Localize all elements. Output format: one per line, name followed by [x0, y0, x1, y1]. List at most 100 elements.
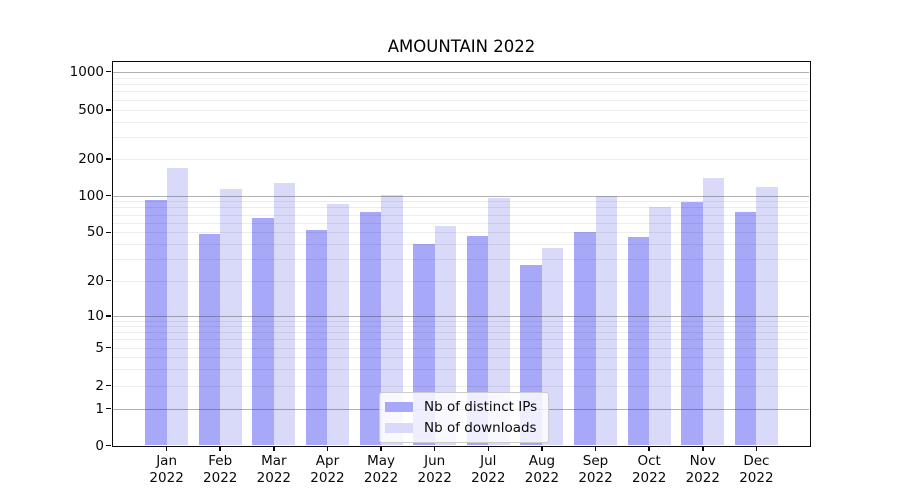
minor-gridline [113, 222, 809, 224]
x-tick-label: Jan 2022 [149, 453, 184, 486]
minor-gridline [113, 244, 809, 246]
y-tick-label: 0 [95, 437, 104, 454]
bar-downloads-jun [434, 226, 457, 446]
x-tick-label: Nov 2022 [685, 453, 720, 486]
x-tick-mark [433, 446, 436, 451]
y-tick-mark [106, 109, 111, 111]
y-tick-label: 1000 [69, 63, 104, 80]
minor-gridline [113, 368, 809, 370]
x-tick-mark [380, 446, 382, 451]
y-tick-label: 20 [86, 272, 104, 289]
bar-downloads-jan [166, 168, 189, 446]
legend-item-downloads: Nb of downloads [385, 419, 542, 437]
x-tick-mark [755, 446, 758, 451]
y-tick-label: 500 [78, 102, 104, 118]
major-gridline [113, 71, 809, 73]
x-tick-label: Jul 2022 [471, 453, 506, 486]
x-tick-label: Aug 2022 [524, 453, 560, 486]
legend: Nb of distinct IPs Nb of downloads [379, 392, 549, 443]
x-tick-label: Oct 2022 [631, 453, 667, 486]
bar-downloads-may [381, 194, 403, 446]
minor-gridline [113, 84, 809, 86]
minor-gridline [113, 201, 809, 203]
y-tick-label: 2 [95, 377, 104, 394]
minor-gridline [113, 280, 809, 282]
bar-distinct-ips-dec [734, 211, 757, 446]
y-tick-label: 200 [78, 151, 104, 167]
bar-downloads-nov [702, 178, 725, 446]
minor-gridline [113, 99, 809, 101]
bar-distinct-ips-nov [681, 201, 703, 446]
bar-downloads-feb [220, 189, 242, 446]
x-tick-mark [273, 446, 275, 451]
major-gridline [113, 195, 809, 197]
minor-gridline [113, 214, 809, 216]
y-tick-label: 100 [78, 187, 104, 204]
y-tick-label: 1 [95, 400, 104, 417]
minor-gridline [113, 385, 809, 387]
minor-gridline [113, 232, 809, 234]
y-tick-label: 5 [95, 339, 104, 356]
bar-distinct-ips-oct [627, 236, 650, 446]
minor-gridline [113, 91, 809, 93]
minor-gridline [113, 110, 809, 111]
x-tick-mark [165, 446, 168, 451]
x-tick-mark [219, 446, 221, 451]
bar-distinct-ips-jan [145, 200, 167, 446]
bar-distinct-ips-feb [198, 234, 221, 446]
bar-distinct-ips-may [359, 212, 382, 446]
minor-gridline [113, 159, 809, 160]
x-tick-label: Jun 2022 [417, 453, 452, 486]
bar-downloads-oct [649, 206, 671, 446]
bar-downloads-sep [595, 195, 618, 446]
x-tick-mark [487, 446, 490, 451]
y-tick-mark [106, 346, 111, 349]
chart-title: AMOUNTAIN 2022 [387, 37, 536, 56]
bar-distinct-ips-apr [305, 230, 328, 446]
minor-gridline [113, 320, 809, 322]
x-tick-label: May 2022 [363, 453, 399, 486]
bar-downloads-dec [756, 187, 778, 446]
y-tick-mark [106, 279, 111, 282]
x-tick-mark [326, 446, 329, 451]
legend-item-distinct-ips: Nb of distinct IPs [385, 398, 542, 416]
minor-gridline [113, 77, 809, 79]
bar-downloads-apr [327, 204, 349, 446]
x-tick-label: Apr 2022 [310, 453, 345, 486]
y-tick-mark [106, 70, 111, 73]
minor-gridline [113, 332, 809, 334]
legend-label-distinct-ips: Nb of distinct IPs [424, 399, 538, 415]
minor-gridline [113, 347, 809, 349]
x-tick-label: Sep 2022 [578, 453, 613, 486]
y-tick-mark [106, 158, 111, 160]
minor-gridline [113, 339, 809, 341]
minor-gridline [113, 326, 809, 328]
x-tick-mark [541, 446, 543, 451]
legend-swatch-distinct-ips [385, 401, 413, 413]
minor-gridline [113, 207, 809, 209]
bar-distinct-ips-sep [574, 232, 596, 446]
bar-downloads-mar [273, 183, 296, 446]
x-tick-mark [648, 446, 650, 451]
bar-distinct-ips-mar [252, 218, 274, 446]
bar-downloads-jul [488, 197, 510, 446]
major-gridline [113, 316, 809, 317]
y-tick-mark [106, 407, 111, 410]
y-tick-label: 10 [86, 308, 104, 324]
y-tick-mark [106, 194, 111, 197]
legend-label-downloads: Nb of downloads [424, 420, 537, 436]
minor-gridline [113, 137, 809, 139]
x-tick-mark [702, 446, 704, 451]
legend-swatch-downloads [385, 422, 413, 434]
minor-gridline [113, 121, 809, 123]
y-tick-mark [106, 384, 111, 387]
y-tick-mark [106, 315, 111, 317]
y-tick-label: 50 [86, 224, 104, 241]
x-tick-mark [594, 446, 597, 451]
x-tick-label: Feb 2022 [203, 453, 238, 486]
x-tick-label: Dec 2022 [739, 453, 774, 486]
x-tick-label: Mar 2022 [256, 453, 292, 486]
y-tick-mark [106, 231, 111, 234]
minor-gridline [113, 356, 809, 358]
